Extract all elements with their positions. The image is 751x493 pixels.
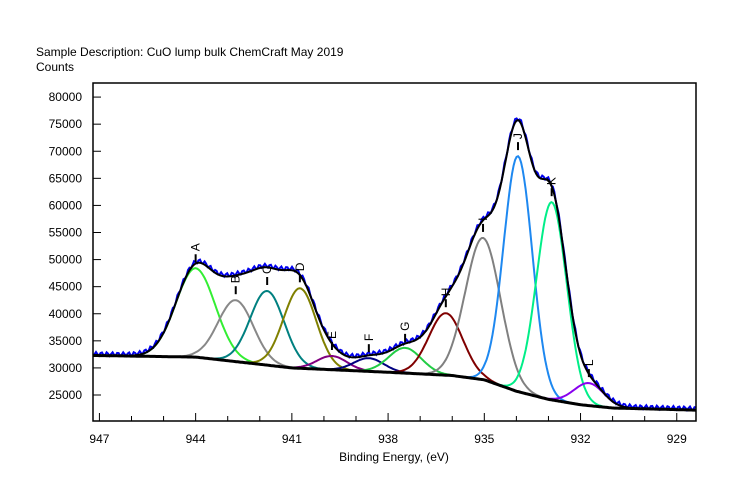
y-tick-label: 50000 (49, 253, 83, 267)
x-tick-label: 941 (282, 432, 302, 446)
component-peak-A (93, 267, 697, 412)
x-tick-label: 938 (378, 432, 398, 446)
component-peak-F (93, 354, 697, 412)
peak-label-F: F (362, 334, 376, 341)
x-tick-label: 944 (186, 432, 206, 446)
x-axis-label: Binding Energy, (eV) (339, 450, 449, 464)
peak-label-A: A (189, 243, 203, 251)
y-tick-label: 35000 (49, 334, 83, 348)
plot-frame (92, 82, 697, 422)
y-tick-label: 25000 (49, 388, 83, 402)
peak-label-I: I (476, 218, 490, 221)
peak-label-L: L (582, 359, 596, 366)
component-peak-C (93, 289, 697, 412)
background-line (93, 354, 697, 412)
peak-label-D: D (293, 262, 307, 271)
component-peak-E (93, 354, 697, 412)
y-tick-label: 40000 (49, 307, 83, 321)
peak-label-J: J (511, 133, 525, 139)
y-tick-label: 30000 (49, 361, 83, 375)
y-tick-label: 75000 (49, 117, 83, 131)
peak-label-K: K (545, 177, 559, 185)
y-tick-label: 45000 (49, 280, 83, 294)
peak-label-E: E (325, 331, 339, 339)
y-tick-label: 55000 (49, 226, 83, 240)
y-tick-label: 60000 (49, 198, 83, 212)
x-tick-label: 929 (667, 432, 687, 446)
peak-label-B: B (229, 275, 243, 283)
x-tick-label: 935 (474, 432, 494, 446)
component-peak-I (93, 237, 697, 412)
chart-title: Sample Description: CuO lump bulk ChemCr… (36, 45, 344, 59)
x-tick-label: 932 (571, 432, 591, 446)
y-axis-label: Counts (36, 60, 75, 74)
component-peak-L (93, 354, 697, 412)
y-tick-label: 70000 (49, 144, 83, 158)
component-peak-K (93, 201, 697, 412)
y-tick-label: 80000 (49, 90, 83, 104)
fit-envelope (93, 118, 697, 412)
peak-label-G: G (398, 322, 412, 331)
peak-label-C: C (260, 265, 274, 274)
y-tick-label: 65000 (49, 171, 83, 185)
x-tick-label: 947 (89, 432, 109, 446)
measured-spectrum (92, 117, 697, 412)
peak-label-H: H (439, 288, 453, 297)
